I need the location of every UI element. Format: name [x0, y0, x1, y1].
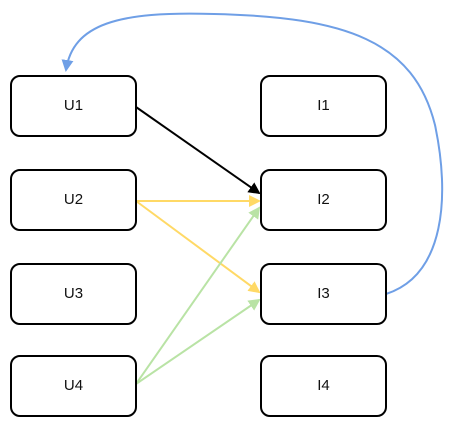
node-i1: [260, 75, 387, 137]
node-i4: [260, 355, 387, 417]
node-u1-label: U1: [64, 97, 83, 114]
node-u2: [10, 169, 137, 231]
node-u3: [10, 263, 137, 325]
node-i2-label: I2: [317, 191, 330, 208]
node-u2-label: U2: [64, 191, 83, 208]
node-i1-label: I1: [317, 97, 330, 114]
node-u3-label: U3: [64, 285, 83, 302]
edge-u2-i3: [135, 200, 261, 294]
node-u4-label: U4: [64, 377, 83, 394]
edge-u1-i2: [135, 106, 261, 195]
node-i3: [260, 263, 387, 325]
node-i2: [260, 169, 387, 231]
node-u1: [10, 75, 137, 137]
node-u4: [10, 355, 137, 417]
edge-i3-u1: [61, 12, 444, 295]
edge-u4-i2: [135, 206, 261, 385]
node-i4-label: I4: [317, 377, 330, 394]
node-i3-label: I3: [317, 285, 330, 302]
edge-u4-i3: [135, 298, 261, 385]
